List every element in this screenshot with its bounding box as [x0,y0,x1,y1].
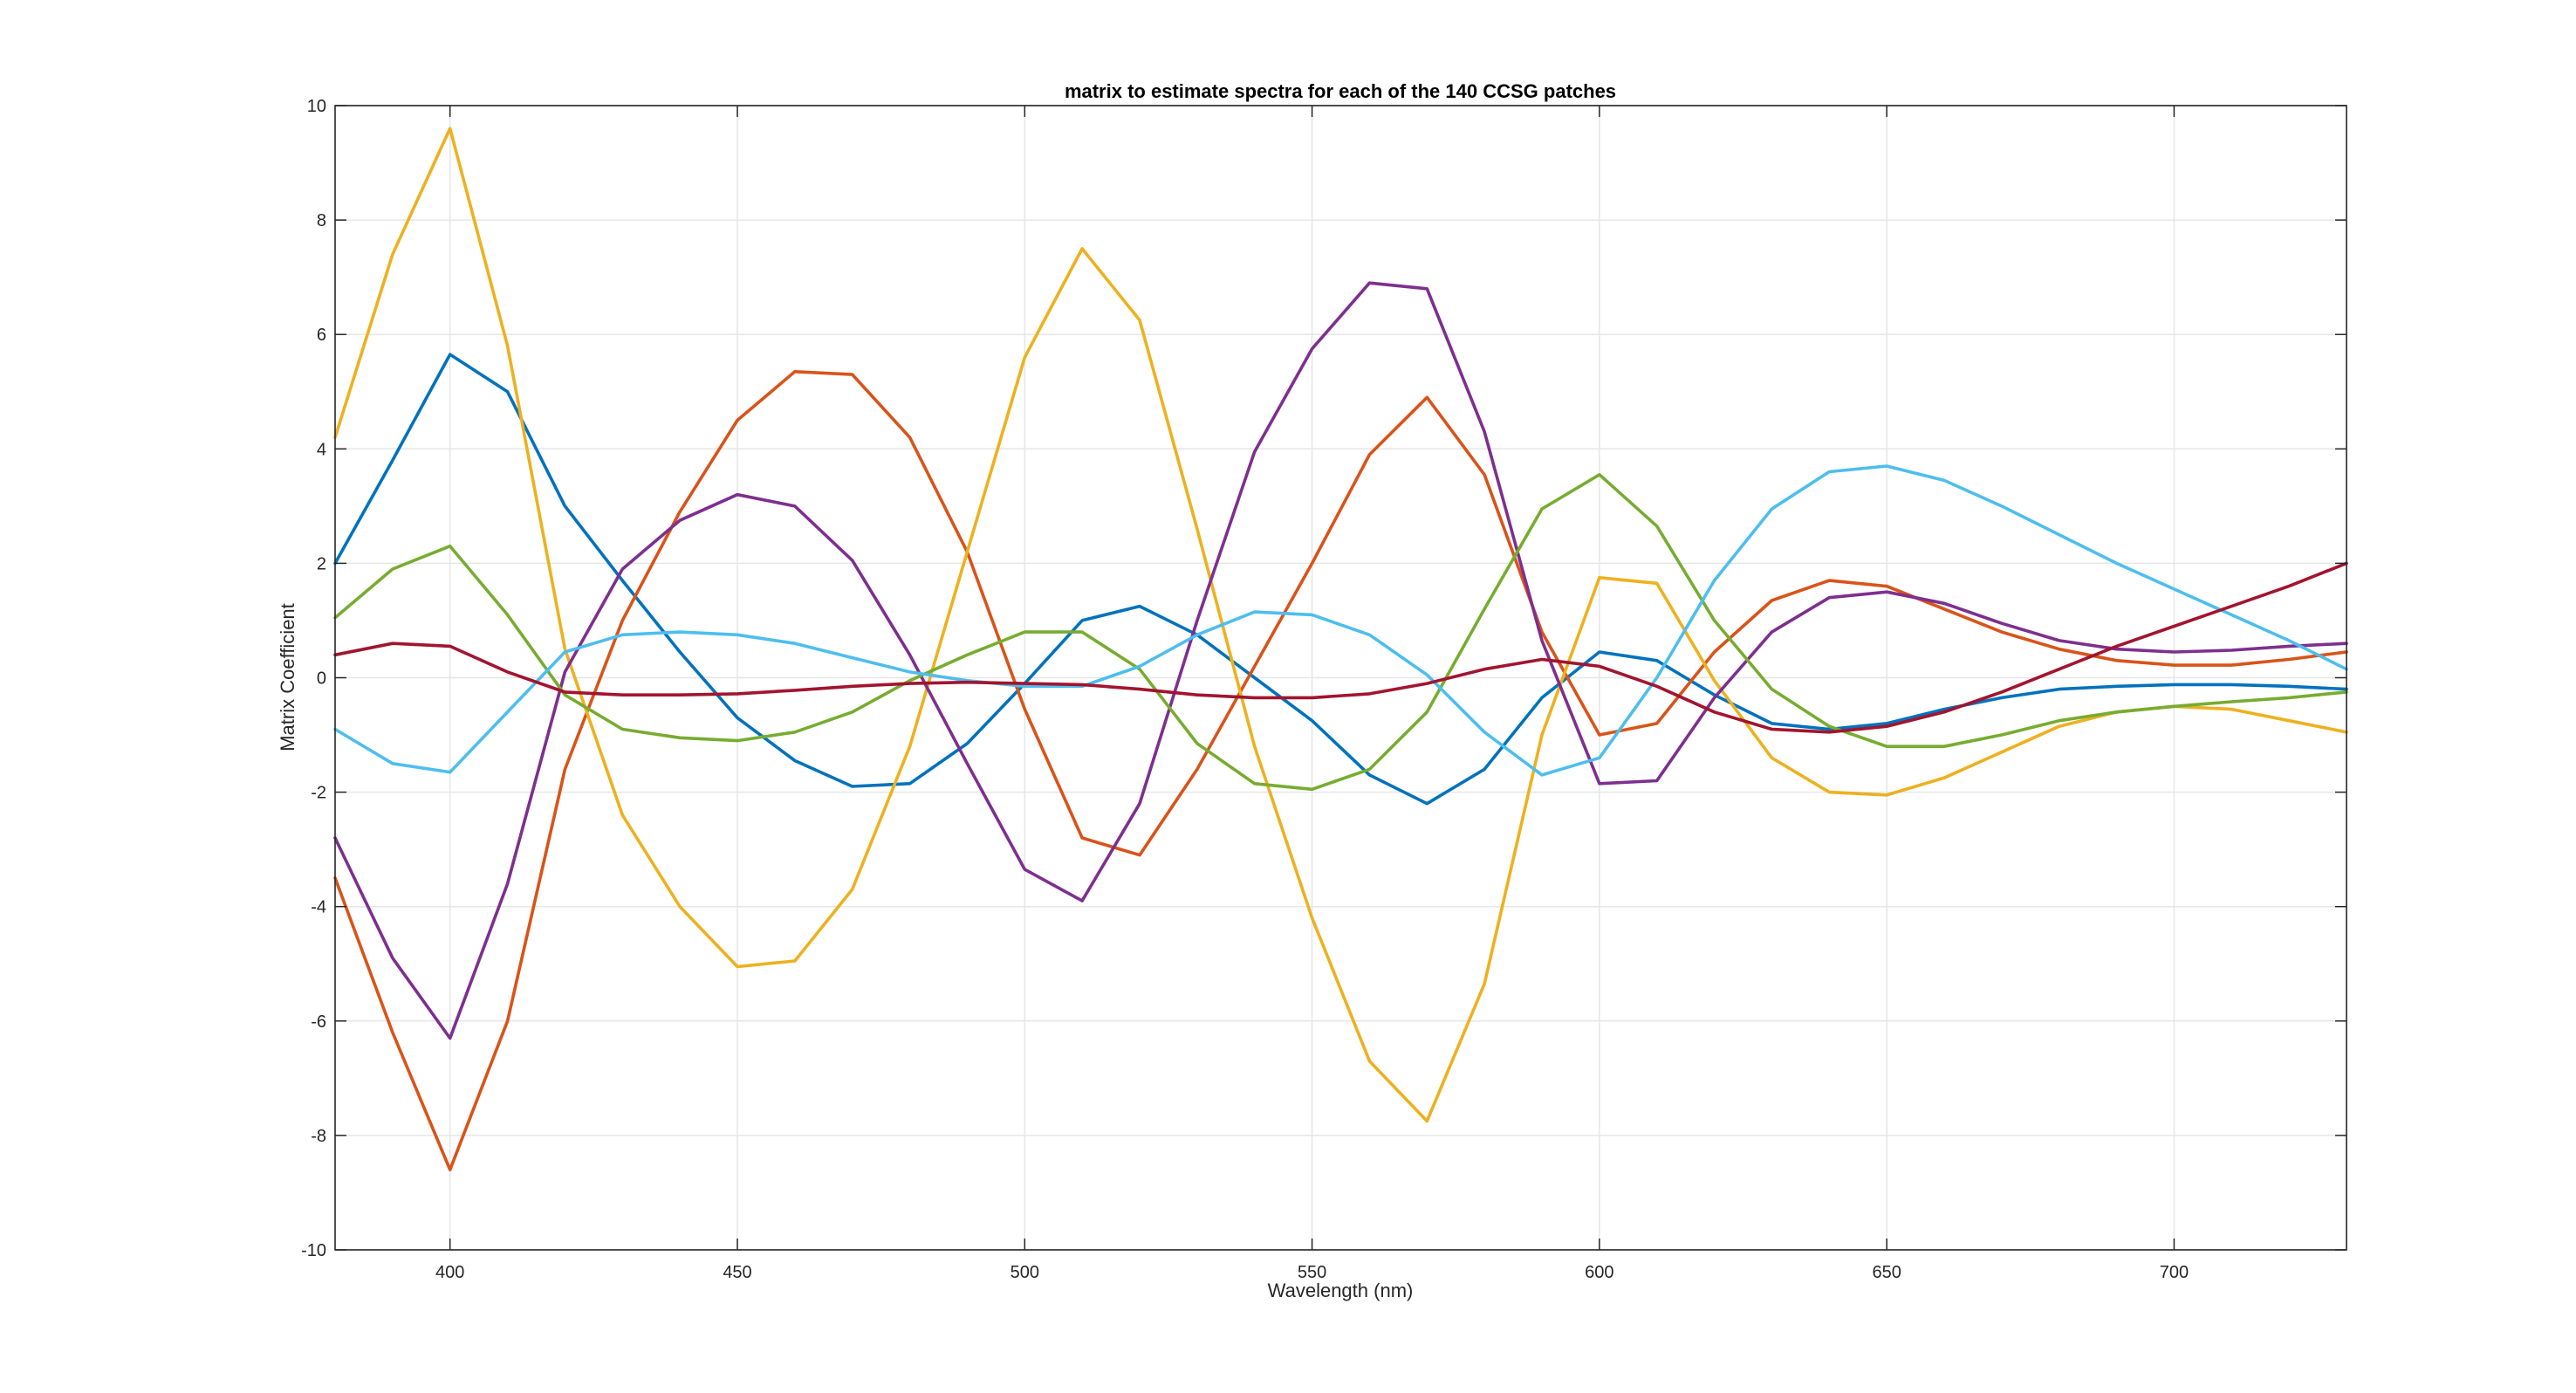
series-line-5 [333,472,2348,792]
chart-title: matrix to estimate spectra for each of t… [1065,80,1616,102]
y-axis-label: Matrix Coefficient [277,603,298,751]
series-line-6 [333,464,2348,777]
series-line-3 [333,127,2348,1123]
y-tick-label: 6 [317,326,326,345]
x-axis-label: Wavelength (nm) [1268,1280,1414,1301]
y-tick-label: -8 [311,1127,326,1146]
series-line-7 [333,561,2348,734]
x-tick-label: 500 [1011,1263,1039,1282]
y-tick-label: -10 [301,1241,326,1260]
x-tick-label: 450 [723,1263,751,1282]
series-line-1 [333,353,2348,806]
x-tick-label: 700 [2160,1263,2189,1282]
series-line-4 [333,281,2348,1040]
y-tick-label: 2 [317,554,326,573]
x-tick-label: 600 [1585,1263,1613,1282]
y-tick-label: 4 [317,440,326,459]
x-tick-label: 650 [1872,1263,1901,1282]
y-tick-label: 10 [307,97,326,116]
y-tick-label: -2 [311,784,326,803]
y-tick-label: 0 [317,669,326,689]
x-tick-label: 550 [1298,1263,1326,1282]
x-tick-label: 400 [435,1263,464,1282]
axis-ticks: 400 450 500 550 600 650 700 -10 -8 -6 -4 -2 0 2 4 6 8 10 [301,97,2346,1282]
y-tick-label: -6 [311,1012,326,1032]
data-series [333,127,2348,1171]
y-tick-label: -4 [311,898,326,917]
y-tick-label: 8 [317,211,326,230]
